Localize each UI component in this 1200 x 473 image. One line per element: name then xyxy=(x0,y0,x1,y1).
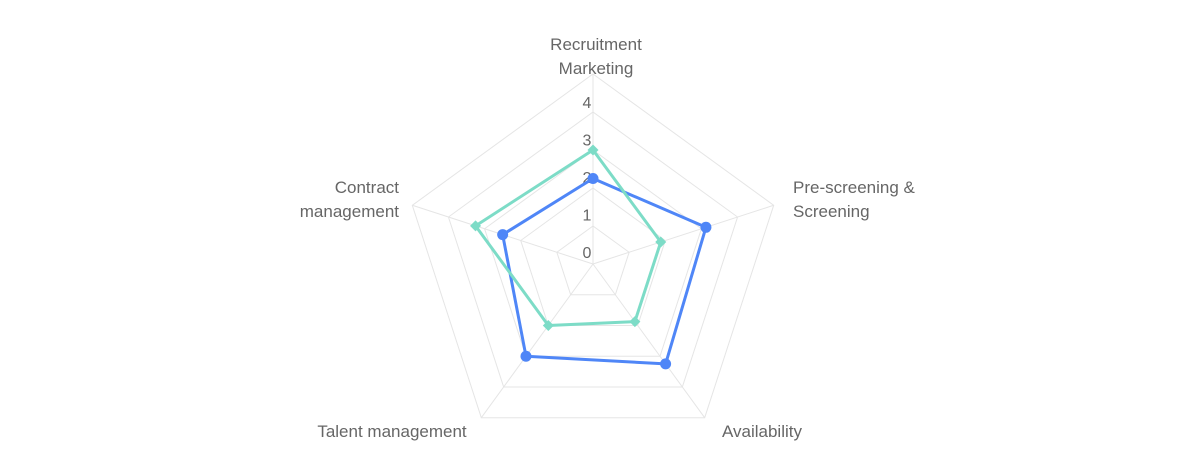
series-2-point[interactable] xyxy=(587,144,599,156)
series-1-point[interactable] xyxy=(497,229,509,241)
series-2-point[interactable] xyxy=(470,220,482,232)
grid-ring-1 xyxy=(556,225,630,296)
grid-ring-3 xyxy=(483,149,703,357)
radial-ticks: 0 1 2 3 4 xyxy=(583,95,592,262)
series-1 xyxy=(497,173,712,370)
series-2-line xyxy=(474,148,663,327)
series-1-point[interactable] xyxy=(700,221,712,233)
axis-labels: Recruitment Marketing Pre-screening & Scree… xyxy=(300,35,916,441)
axis-label-4: Contract management xyxy=(300,178,400,221)
axis-label-1: Pre-screening & Screening xyxy=(793,178,916,221)
series-2 xyxy=(470,144,667,331)
grid-spoke-3 xyxy=(480,263,594,419)
radar-grid xyxy=(411,73,775,419)
grid-spoke-2 xyxy=(592,263,706,419)
grid-ring-5 xyxy=(411,73,775,419)
series-2-point[interactable] xyxy=(542,319,554,331)
series-1-point[interactable] xyxy=(587,173,599,184)
axis-label-2: Availability xyxy=(722,422,803,441)
series-layer xyxy=(470,144,712,370)
axis-label-3: Talent management xyxy=(317,422,467,441)
tick-label: 4 xyxy=(583,95,592,112)
axis-label-0: Recruitment Marketing xyxy=(550,35,642,78)
series-2-point[interactable] xyxy=(655,236,667,248)
series-1-line xyxy=(501,177,708,366)
series-1-point[interactable] xyxy=(660,358,672,370)
tick-label: 3 xyxy=(583,133,592,150)
tick-label: 0 xyxy=(583,245,592,262)
tick-label: 2 xyxy=(583,170,592,187)
tick-label: 1 xyxy=(583,208,592,225)
series-1-point[interactable] xyxy=(520,350,532,362)
grid-spoke-1 xyxy=(592,204,774,265)
series-2-point[interactable] xyxy=(629,316,641,328)
grid-ring-4 xyxy=(447,111,739,388)
